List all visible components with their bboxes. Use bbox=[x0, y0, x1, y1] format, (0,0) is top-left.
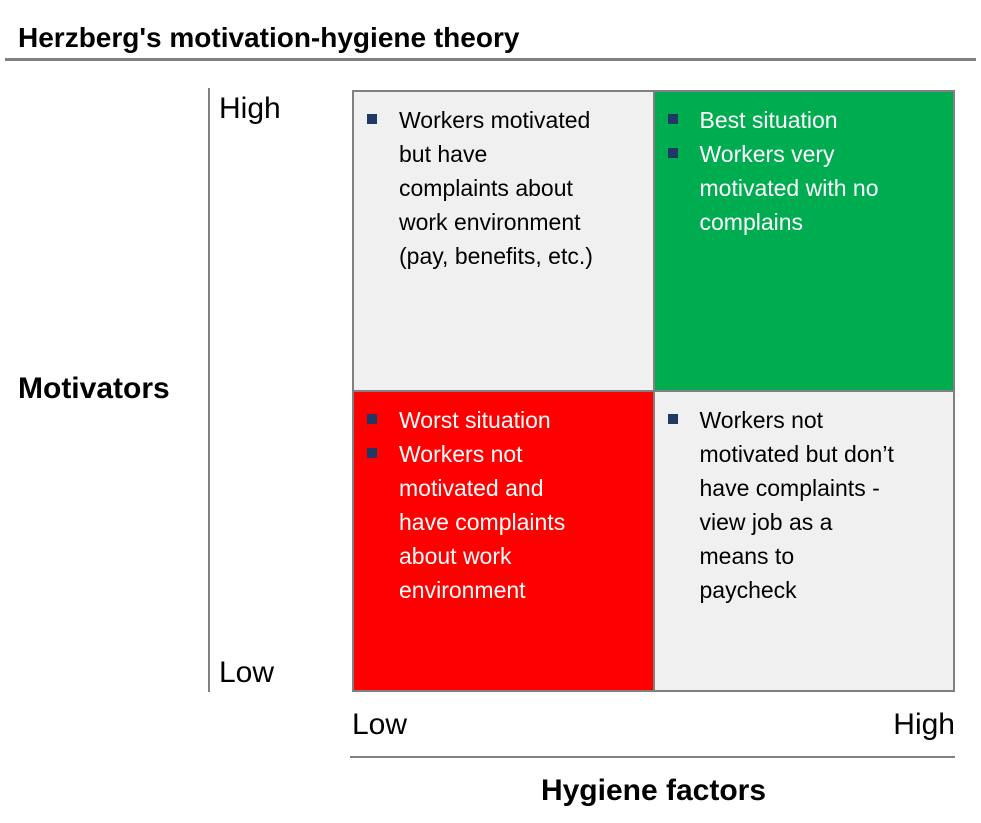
list-item: Workers very motivated with no complains bbox=[667, 137, 940, 239]
square-bullet-icon bbox=[367, 414, 377, 424]
x-axis-line bbox=[350, 756, 955, 758]
x-axis-low-label: Low bbox=[352, 708, 408, 741]
title-divider bbox=[5, 58, 976, 61]
square-bullet-icon bbox=[667, 114, 678, 124]
y-axis-line bbox=[208, 88, 210, 692]
list-item-text: Workers not motivated and have complaint… bbox=[399, 441, 566, 603]
y-axis-low-label: Low bbox=[219, 656, 275, 689]
quadrant-bottom-right: Workers not motivated but don’t have com… bbox=[654, 392, 953, 690]
x-axis-title: Hygiene factors bbox=[540, 774, 767, 807]
quadrant-matrix: Workers motivated but have complaints ab… bbox=[352, 90, 955, 692]
list-item: Workers not motivated and have complaint… bbox=[367, 437, 639, 607]
list-item: Workers not motivated but don’t have com… bbox=[667, 403, 940, 607]
page-title: Herzberg's motivation-hygiene theory bbox=[18, 22, 520, 53]
quadrant-bottom-left: Worst situation Workers not motivated an… bbox=[354, 392, 653, 690]
square-bullet-icon bbox=[667, 148, 678, 158]
square-bullet-icon bbox=[667, 414, 678, 424]
list-item-text: Workers very motivated with no complains bbox=[699, 141, 879, 235]
list-item: Worst situation bbox=[367, 403, 639, 437]
list-item: Workers motivated but have complaints ab… bbox=[367, 103, 639, 273]
square-bullet-icon bbox=[367, 114, 377, 124]
y-axis-title: Motivators bbox=[18, 372, 170, 405]
x-axis-high-label: High bbox=[893, 708, 955, 741]
quadrant-top-right: Best situation Workers very motivated wi… bbox=[654, 92, 953, 390]
list-item: Best situation bbox=[667, 103, 940, 137]
list-item-text: Worst situation bbox=[399, 407, 551, 433]
list-item-text: Best situation bbox=[699, 107, 838, 133]
square-bullet-icon bbox=[367, 448, 377, 458]
list-item-text: Workers motivated but have complaints ab… bbox=[399, 107, 593, 269]
list-item-text: Workers not motivated but don’t have com… bbox=[699, 407, 894, 603]
quadrant-top-left: Workers motivated but have complaints ab… bbox=[354, 92, 653, 390]
y-axis-high-label: High bbox=[219, 92, 281, 125]
